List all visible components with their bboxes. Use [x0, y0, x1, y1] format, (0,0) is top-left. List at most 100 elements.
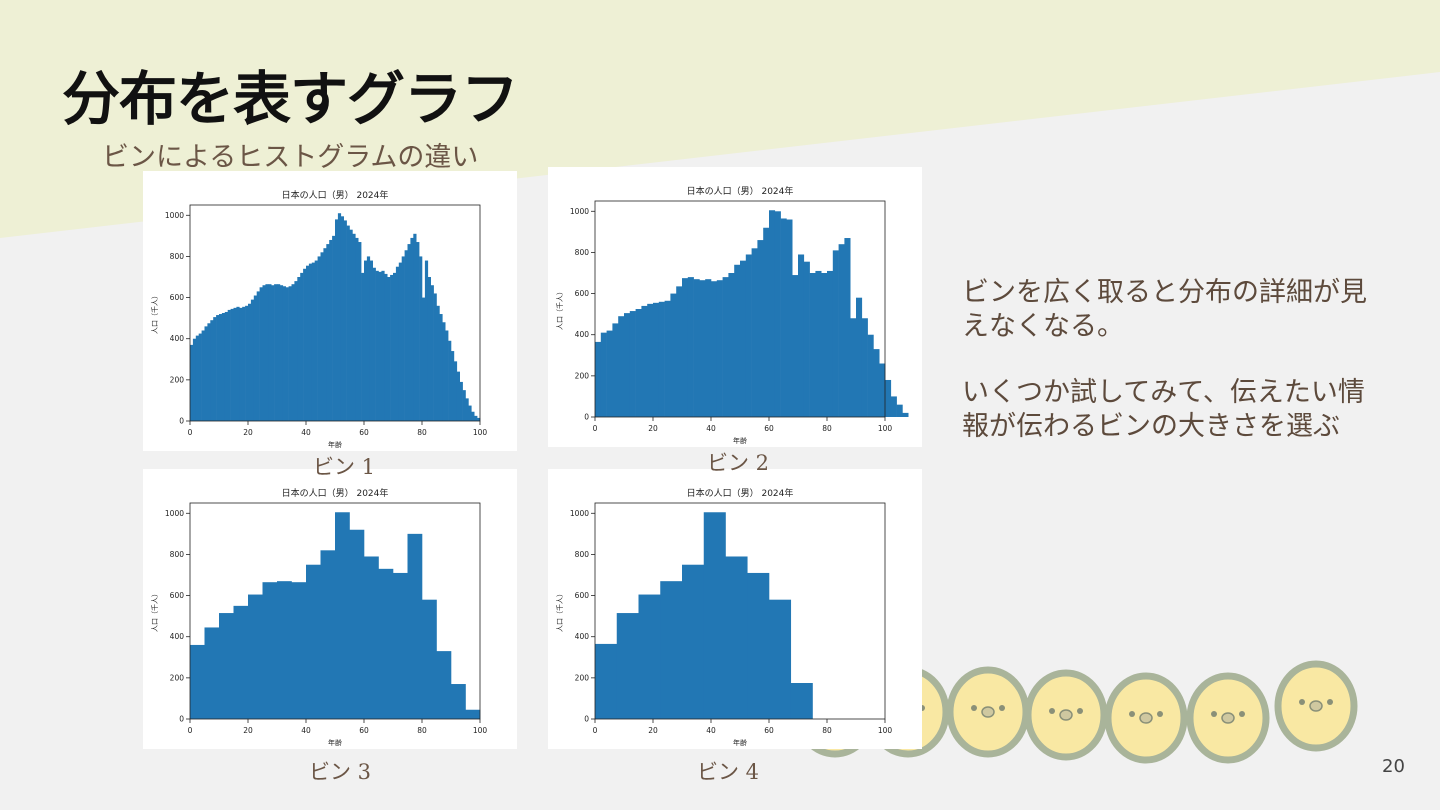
y-tick-label: 800 — [575, 248, 590, 257]
histogram-bar — [250, 299, 255, 421]
histogram-bar — [410, 237, 414, 421]
x-tick-label: 0 — [188, 428, 193, 437]
histogram-bar — [885, 379, 892, 417]
x-tick-label: 80 — [822, 726, 832, 735]
histogram-bar — [769, 599, 792, 719]
x-tick-label: 60 — [764, 726, 774, 735]
histogram-bar — [430, 285, 434, 421]
histogram-bar — [647, 303, 654, 417]
histogram-bar — [465, 709, 481, 719]
histogram-bar — [890, 396, 897, 417]
y-tick-label: 600 — [170, 293, 185, 302]
histogram-bar — [786, 219, 793, 417]
histogram-bar — [705, 279, 712, 417]
histogram-bar — [204, 627, 220, 719]
histogram-bar — [335, 512, 350, 719]
histogram-bar — [477, 417, 481, 421]
slide-subtitle: ビンによるヒストグラムの違い — [102, 142, 479, 173]
x-tick-label: 40 — [706, 726, 716, 735]
plot-frame — [594, 502, 886, 720]
histogram-bar — [248, 594, 263, 719]
x-tick-label: 100 — [878, 424, 893, 433]
histogram-bars — [190, 512, 481, 719]
slide-title: 分布を表すグラフ — [62, 65, 519, 133]
caption-bin4: ビン 4 — [696, 760, 760, 784]
histogram-bar — [352, 233, 356, 421]
histogram-bar — [291, 284, 295, 421]
x-tick-label: 40 — [706, 424, 716, 433]
histogram-bar — [850, 318, 857, 417]
histogram-panel-bin3: 0 20 40 60 80 100 0 200 400 600 800 1000 日本の人口（男） 20… — [143, 469, 517, 749]
x-tick-label: 0 — [593, 424, 598, 433]
histogram-bar — [635, 309, 642, 417]
y-tick-label: 600 — [575, 289, 590, 298]
histogram-bar — [422, 297, 426, 421]
y-tick-label: 0 — [179, 417, 184, 426]
histogram-bar — [233, 605, 249, 719]
histogram-bar — [329, 239, 333, 421]
histogram-bar — [716, 280, 723, 417]
histogram-bar — [340, 216, 344, 421]
histogram-bar — [827, 270, 834, 417]
x-tick-label: 80 — [822, 424, 832, 433]
histogram-bar — [236, 306, 240, 421]
histogram-bars — [595, 512, 813, 719]
body-line-3: いくつか試してみて、伝えたい情 — [962, 377, 1365, 408]
x-axis-label: 年齢 — [733, 738, 747, 747]
histogram-bar — [358, 242, 362, 421]
histogram-bar — [323, 248, 327, 421]
histogram-bar — [595, 643, 618, 719]
plot-frame — [189, 204, 481, 422]
histogram-bar — [660, 581, 683, 719]
y-tick-label: 200 — [170, 673, 185, 682]
histogram-bar — [703, 512, 726, 719]
histogram-bar — [612, 323, 619, 417]
histogram-bar — [256, 291, 260, 421]
x-tick-label: 100 — [473, 726, 488, 735]
chick-icon — [1274, 660, 1358, 752]
histogram-bar — [439, 314, 443, 421]
histogram-bar — [245, 305, 249, 421]
histogram-bar — [375, 270, 379, 421]
chick-icon — [1104, 672, 1188, 764]
histogram-panel-bin2: 0 20 40 60 80 100 0 200 400 600 800 1000 日本の人口（男） 20… — [548, 167, 922, 447]
histogram-bar — [300, 272, 304, 421]
histogram-bar — [366, 256, 371, 421]
y-axis-label: 人口（千人） — [555, 590, 564, 632]
histogram-bar — [740, 260, 747, 417]
y-axis-label: 人口（千人） — [555, 288, 564, 330]
histogram-bar — [227, 309, 231, 421]
histogram-bar — [769, 210, 776, 417]
x-tick-label: 100 — [878, 726, 893, 735]
histogram-bar — [838, 244, 845, 417]
y-tick-label: 0 — [179, 715, 184, 724]
y-tick-label: 0 — [584, 413, 589, 422]
histogram-bar — [670, 293, 677, 417]
histogram-bar — [401, 256, 405, 421]
histogram-bar — [451, 684, 466, 719]
caption-bin1: ビン 1 — [312, 455, 376, 479]
histogram-bar — [792, 275, 799, 417]
histogram-bar — [320, 550, 336, 719]
histogram-bar — [436, 651, 452, 719]
histogram-bar — [693, 279, 700, 417]
histogram-bar — [815, 270, 822, 417]
histogram-bar — [242, 306, 246, 421]
y-tick-label: 600 — [170, 591, 185, 600]
histogram-bar — [201, 330, 205, 421]
y-axis-label: 人口（千人） — [150, 590, 159, 632]
y-tick-label: 200 — [170, 375, 185, 384]
histogram-bar — [364, 260, 368, 421]
histogram-bar — [856, 297, 863, 417]
histogram-bar — [213, 317, 217, 421]
histogram-bar — [395, 266, 400, 421]
histogram-bar — [378, 271, 382, 421]
histogram-bar — [616, 613, 639, 719]
histogram-bar — [306, 564, 321, 719]
histogram-bar — [314, 260, 318, 421]
histogram-bar — [462, 390, 466, 421]
histogram-bar — [445, 330, 449, 421]
y-tick-label: 800 — [170, 550, 185, 559]
